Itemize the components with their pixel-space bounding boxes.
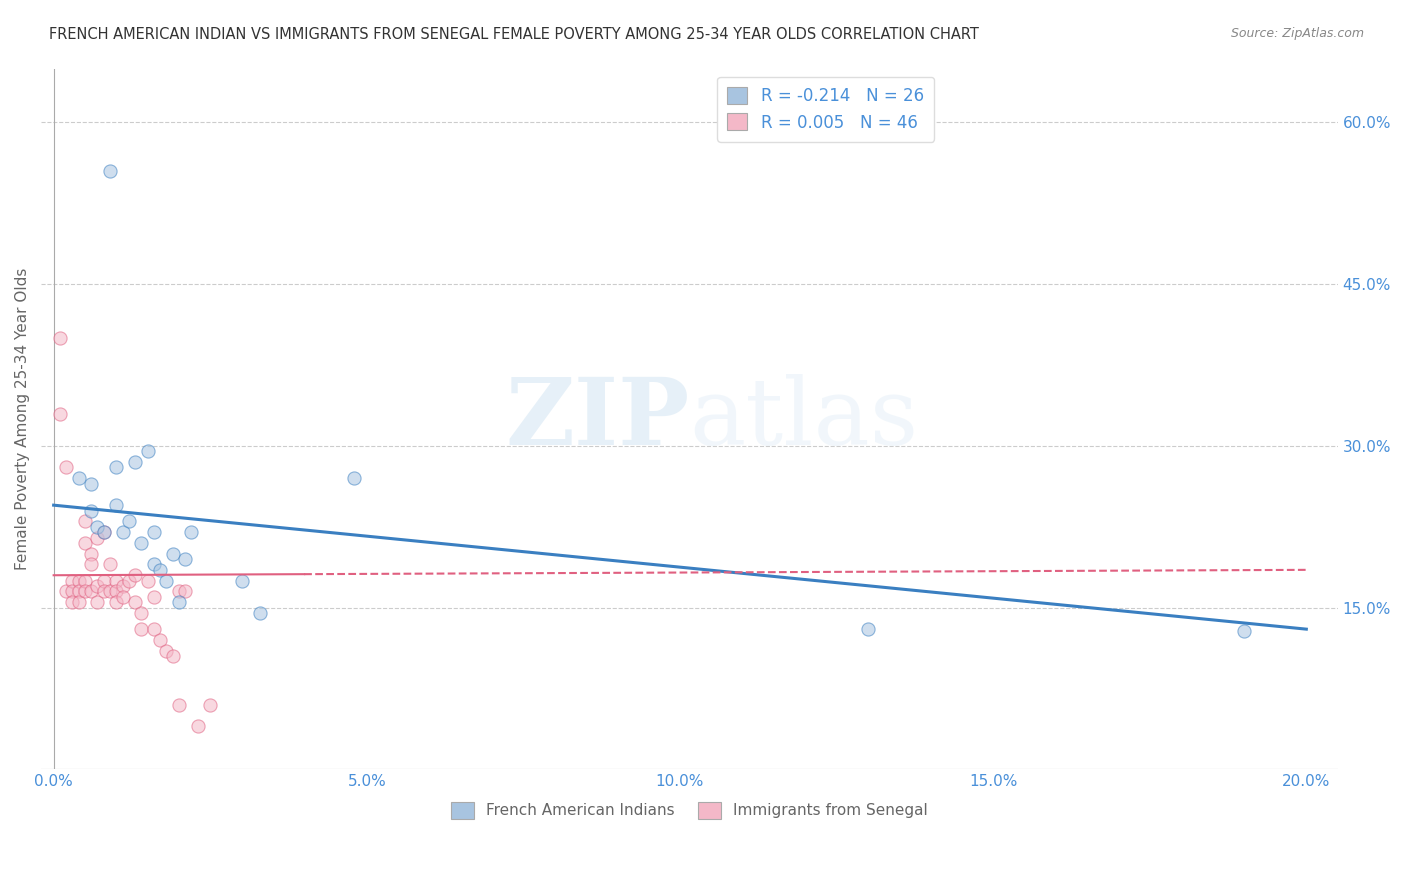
Point <box>162 547 184 561</box>
Text: Source: ZipAtlas.com: Source: ZipAtlas.com <box>1230 27 1364 40</box>
Point <box>93 574 115 588</box>
Point <box>67 574 90 588</box>
Point <box>62 595 84 609</box>
Point <box>131 536 153 550</box>
Point <box>174 584 197 599</box>
Point <box>111 579 134 593</box>
Point <box>73 514 96 528</box>
Point <box>343 471 366 485</box>
Point <box>105 460 128 475</box>
Point <box>200 698 222 712</box>
Point <box>93 525 115 540</box>
Point <box>80 558 103 572</box>
Point <box>49 407 72 421</box>
Point <box>136 444 159 458</box>
Point <box>80 584 103 599</box>
Point <box>155 574 177 588</box>
Point <box>187 719 209 733</box>
Point <box>162 649 184 664</box>
Point <box>142 622 165 636</box>
Point <box>856 622 879 636</box>
Point <box>55 460 77 475</box>
Point <box>67 584 90 599</box>
Point <box>86 595 108 609</box>
Point <box>86 519 108 533</box>
Text: ZIP: ZIP <box>505 374 689 464</box>
Y-axis label: Female Poverty Among 25-34 Year Olds: Female Poverty Among 25-34 Year Olds <box>15 268 30 570</box>
Point <box>73 536 96 550</box>
Point <box>249 606 271 620</box>
Point <box>149 563 172 577</box>
Point <box>167 584 190 599</box>
Point <box>62 584 84 599</box>
Point <box>149 632 172 647</box>
Point <box>73 574 96 588</box>
Point <box>174 552 197 566</box>
Point <box>49 331 72 345</box>
Point <box>142 525 165 540</box>
Point <box>80 476 103 491</box>
Point <box>98 558 121 572</box>
Point <box>142 558 165 572</box>
Point <box>93 525 115 540</box>
Point <box>124 595 146 609</box>
Point <box>167 698 190 712</box>
Point <box>131 606 153 620</box>
Point <box>62 574 84 588</box>
Point <box>86 531 108 545</box>
Point <box>118 514 141 528</box>
Point <box>142 590 165 604</box>
Point <box>155 643 177 657</box>
Point <box>1233 624 1256 639</box>
Point <box>136 574 159 588</box>
Point <box>80 503 103 517</box>
Point <box>105 498 128 512</box>
Point <box>180 525 202 540</box>
Point <box>93 584 115 599</box>
Point <box>86 579 108 593</box>
Point <box>124 455 146 469</box>
Point <box>55 584 77 599</box>
Legend: French American Indians, Immigrants from Senegal: French American Indians, Immigrants from… <box>444 796 934 825</box>
Point <box>73 584 96 599</box>
Point <box>131 622 153 636</box>
Point <box>67 471 90 485</box>
Point <box>98 584 121 599</box>
Point <box>118 574 141 588</box>
Point <box>167 595 190 609</box>
Point <box>98 164 121 178</box>
Point <box>111 525 134 540</box>
Point <box>231 574 253 588</box>
Text: atlas: atlas <box>689 374 918 464</box>
Point <box>105 584 128 599</box>
Point <box>111 590 134 604</box>
Point <box>80 547 103 561</box>
Point <box>67 595 90 609</box>
Point <box>124 568 146 582</box>
Point <box>105 595 128 609</box>
Point <box>105 574 128 588</box>
Text: FRENCH AMERICAN INDIAN VS IMMIGRANTS FROM SENEGAL FEMALE POVERTY AMONG 25-34 YEA: FRENCH AMERICAN INDIAN VS IMMIGRANTS FRO… <box>49 27 979 42</box>
